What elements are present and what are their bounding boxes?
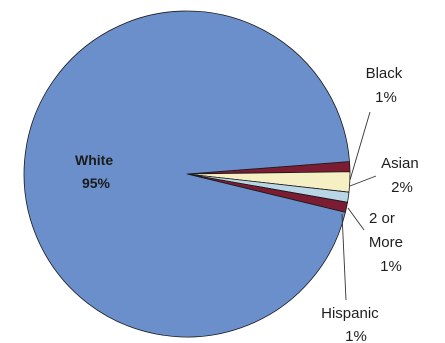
label-white-name: White <box>75 152 113 168</box>
label-black: Black 1% <box>366 65 407 106</box>
leader-hispanic <box>341 213 347 301</box>
label-hispanic-name: Hispanic <box>321 305 379 322</box>
label-black-value: 1% <box>375 89 397 106</box>
leader-asian <box>349 175 377 187</box>
label-two-or-more-value: 1% <box>380 258 402 275</box>
label-two-or-more: 2 or More 1% <box>369 210 407 275</box>
label-asian: Asian 2% <box>381 155 423 196</box>
label-asian-name: Asian <box>381 155 419 172</box>
label-white: White 95% <box>75 152 117 191</box>
leader-black <box>349 111 371 181</box>
label-white-value: 95% <box>82 175 111 191</box>
pie-slices <box>23 10 351 338</box>
slice-white <box>23 10 350 338</box>
leader-lines <box>341 111 377 301</box>
label-two-or-more-line2: More <box>369 234 403 251</box>
label-two-or-more-line1: 2 or <box>369 210 395 227</box>
label-hispanic: Hispanic 1% <box>321 305 383 343</box>
label-black-name: Black <box>366 65 403 82</box>
label-hispanic-value: 1% <box>345 328 367 343</box>
label-asian-value: 2% <box>391 179 413 196</box>
leader-2-or-more <box>347 207 365 231</box>
